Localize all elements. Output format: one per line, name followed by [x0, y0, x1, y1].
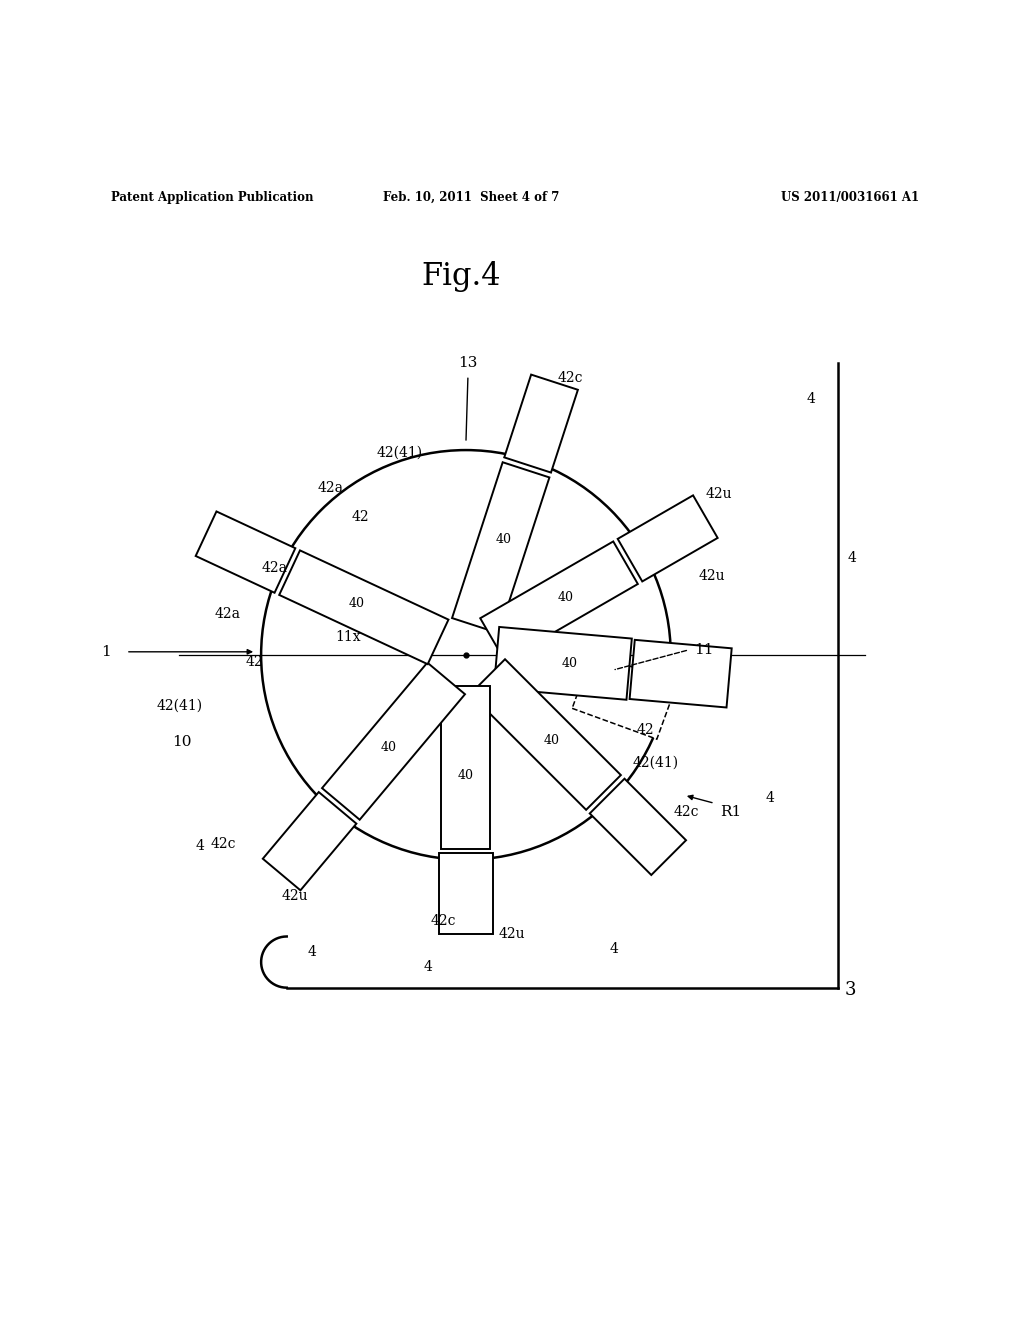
Text: 1: 1 [100, 644, 111, 659]
Text: R1: R1 [720, 805, 741, 818]
Text: 4: 4 [308, 945, 316, 958]
Text: 40: 40 [544, 734, 559, 747]
Polygon shape [263, 792, 356, 890]
Text: 42(41): 42(41) [376, 446, 423, 461]
Polygon shape [196, 511, 295, 593]
Text: 40: 40 [348, 598, 365, 610]
Text: 42c: 42c [674, 805, 698, 818]
Text: 10: 10 [172, 735, 193, 748]
Text: 42c: 42c [211, 837, 236, 851]
Text: 42: 42 [351, 510, 370, 524]
Text: 42u: 42u [499, 928, 525, 941]
Text: Fig.4: Fig.4 [421, 260, 501, 292]
Polygon shape [572, 652, 677, 739]
Text: 4: 4 [807, 392, 815, 405]
Polygon shape [494, 627, 632, 700]
Text: 42u: 42u [698, 569, 725, 583]
Text: 40: 40 [458, 770, 474, 783]
Text: 42u: 42u [282, 888, 308, 903]
Text: 4: 4 [424, 960, 432, 974]
Text: 42: 42 [636, 722, 654, 737]
Text: 4: 4 [848, 550, 856, 565]
Polygon shape [480, 541, 638, 661]
Polygon shape [280, 550, 449, 664]
Text: 4: 4 [610, 941, 618, 956]
Text: 42a: 42a [261, 561, 288, 574]
Text: 42(41): 42(41) [632, 755, 679, 770]
Text: 11x: 11x [335, 631, 360, 644]
Text: 42c: 42c [431, 915, 456, 928]
Polygon shape [439, 853, 493, 935]
Polygon shape [504, 375, 578, 473]
Polygon shape [322, 663, 465, 820]
Polygon shape [630, 640, 732, 708]
Text: 40: 40 [561, 657, 578, 671]
Text: Feb. 10, 2011  Sheet 4 of 7: Feb. 10, 2011 Sheet 4 of 7 [383, 191, 559, 205]
Text: Patent Application Publication: Patent Application Publication [111, 191, 313, 205]
Text: US 2011/0031661 A1: US 2011/0031661 A1 [781, 191, 920, 205]
Text: 42: 42 [245, 655, 263, 669]
Text: 13: 13 [459, 356, 477, 370]
Polygon shape [470, 659, 621, 810]
Text: 42u: 42u [706, 487, 732, 502]
Text: 42a: 42a [214, 607, 241, 620]
Polygon shape [452, 462, 550, 634]
Text: 4: 4 [196, 840, 204, 853]
Text: 40: 40 [380, 741, 396, 754]
Polygon shape [617, 495, 718, 581]
Text: 42c: 42c [558, 371, 583, 385]
Polygon shape [590, 779, 686, 875]
Text: 4: 4 [766, 791, 774, 805]
Text: 40: 40 [558, 591, 573, 603]
Polygon shape [441, 685, 490, 850]
Text: 42(41): 42(41) [156, 700, 203, 713]
Text: 11: 11 [694, 643, 714, 657]
Text: 3: 3 [845, 981, 856, 998]
Text: 42a: 42a [317, 480, 344, 495]
Text: 40: 40 [496, 533, 511, 546]
